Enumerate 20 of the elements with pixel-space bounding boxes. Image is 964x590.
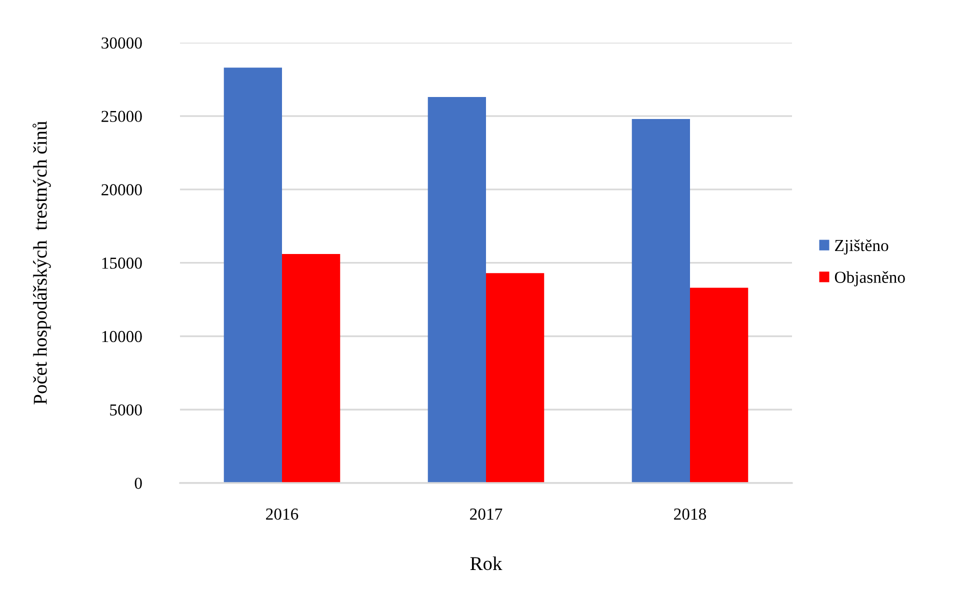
x-tick-label: 2016 bbox=[266, 508, 298, 520]
legend-label: Zjištěno bbox=[835, 239, 888, 255]
x-tick-label: 2018 bbox=[674, 508, 706, 520]
bar bbox=[690, 288, 748, 483]
x-axis-title: Rok bbox=[470, 556, 502, 570]
y-tick-label: 0 bbox=[134, 478, 142, 489]
y-tick-label: 15000 bbox=[102, 258, 142, 269]
y-tick-label: 20000 bbox=[102, 184, 142, 196]
bar bbox=[224, 68, 282, 483]
bar bbox=[282, 254, 340, 483]
bar bbox=[428, 97, 486, 483]
legend-label: Objasněno bbox=[834, 271, 905, 286]
y-tick-label: 5000 bbox=[110, 404, 142, 416]
bar bbox=[632, 119, 690, 483]
y-axis-title: Počet hospodářských trestných činů bbox=[32, 121, 51, 404]
y-tick-label: 30000 bbox=[102, 37, 142, 49]
bar bbox=[486, 273, 544, 483]
y-tick-label: 10000 bbox=[102, 330, 142, 342]
y-tick-label: 25000 bbox=[102, 110, 142, 122]
x-tick-label: 2017 bbox=[470, 508, 502, 520]
